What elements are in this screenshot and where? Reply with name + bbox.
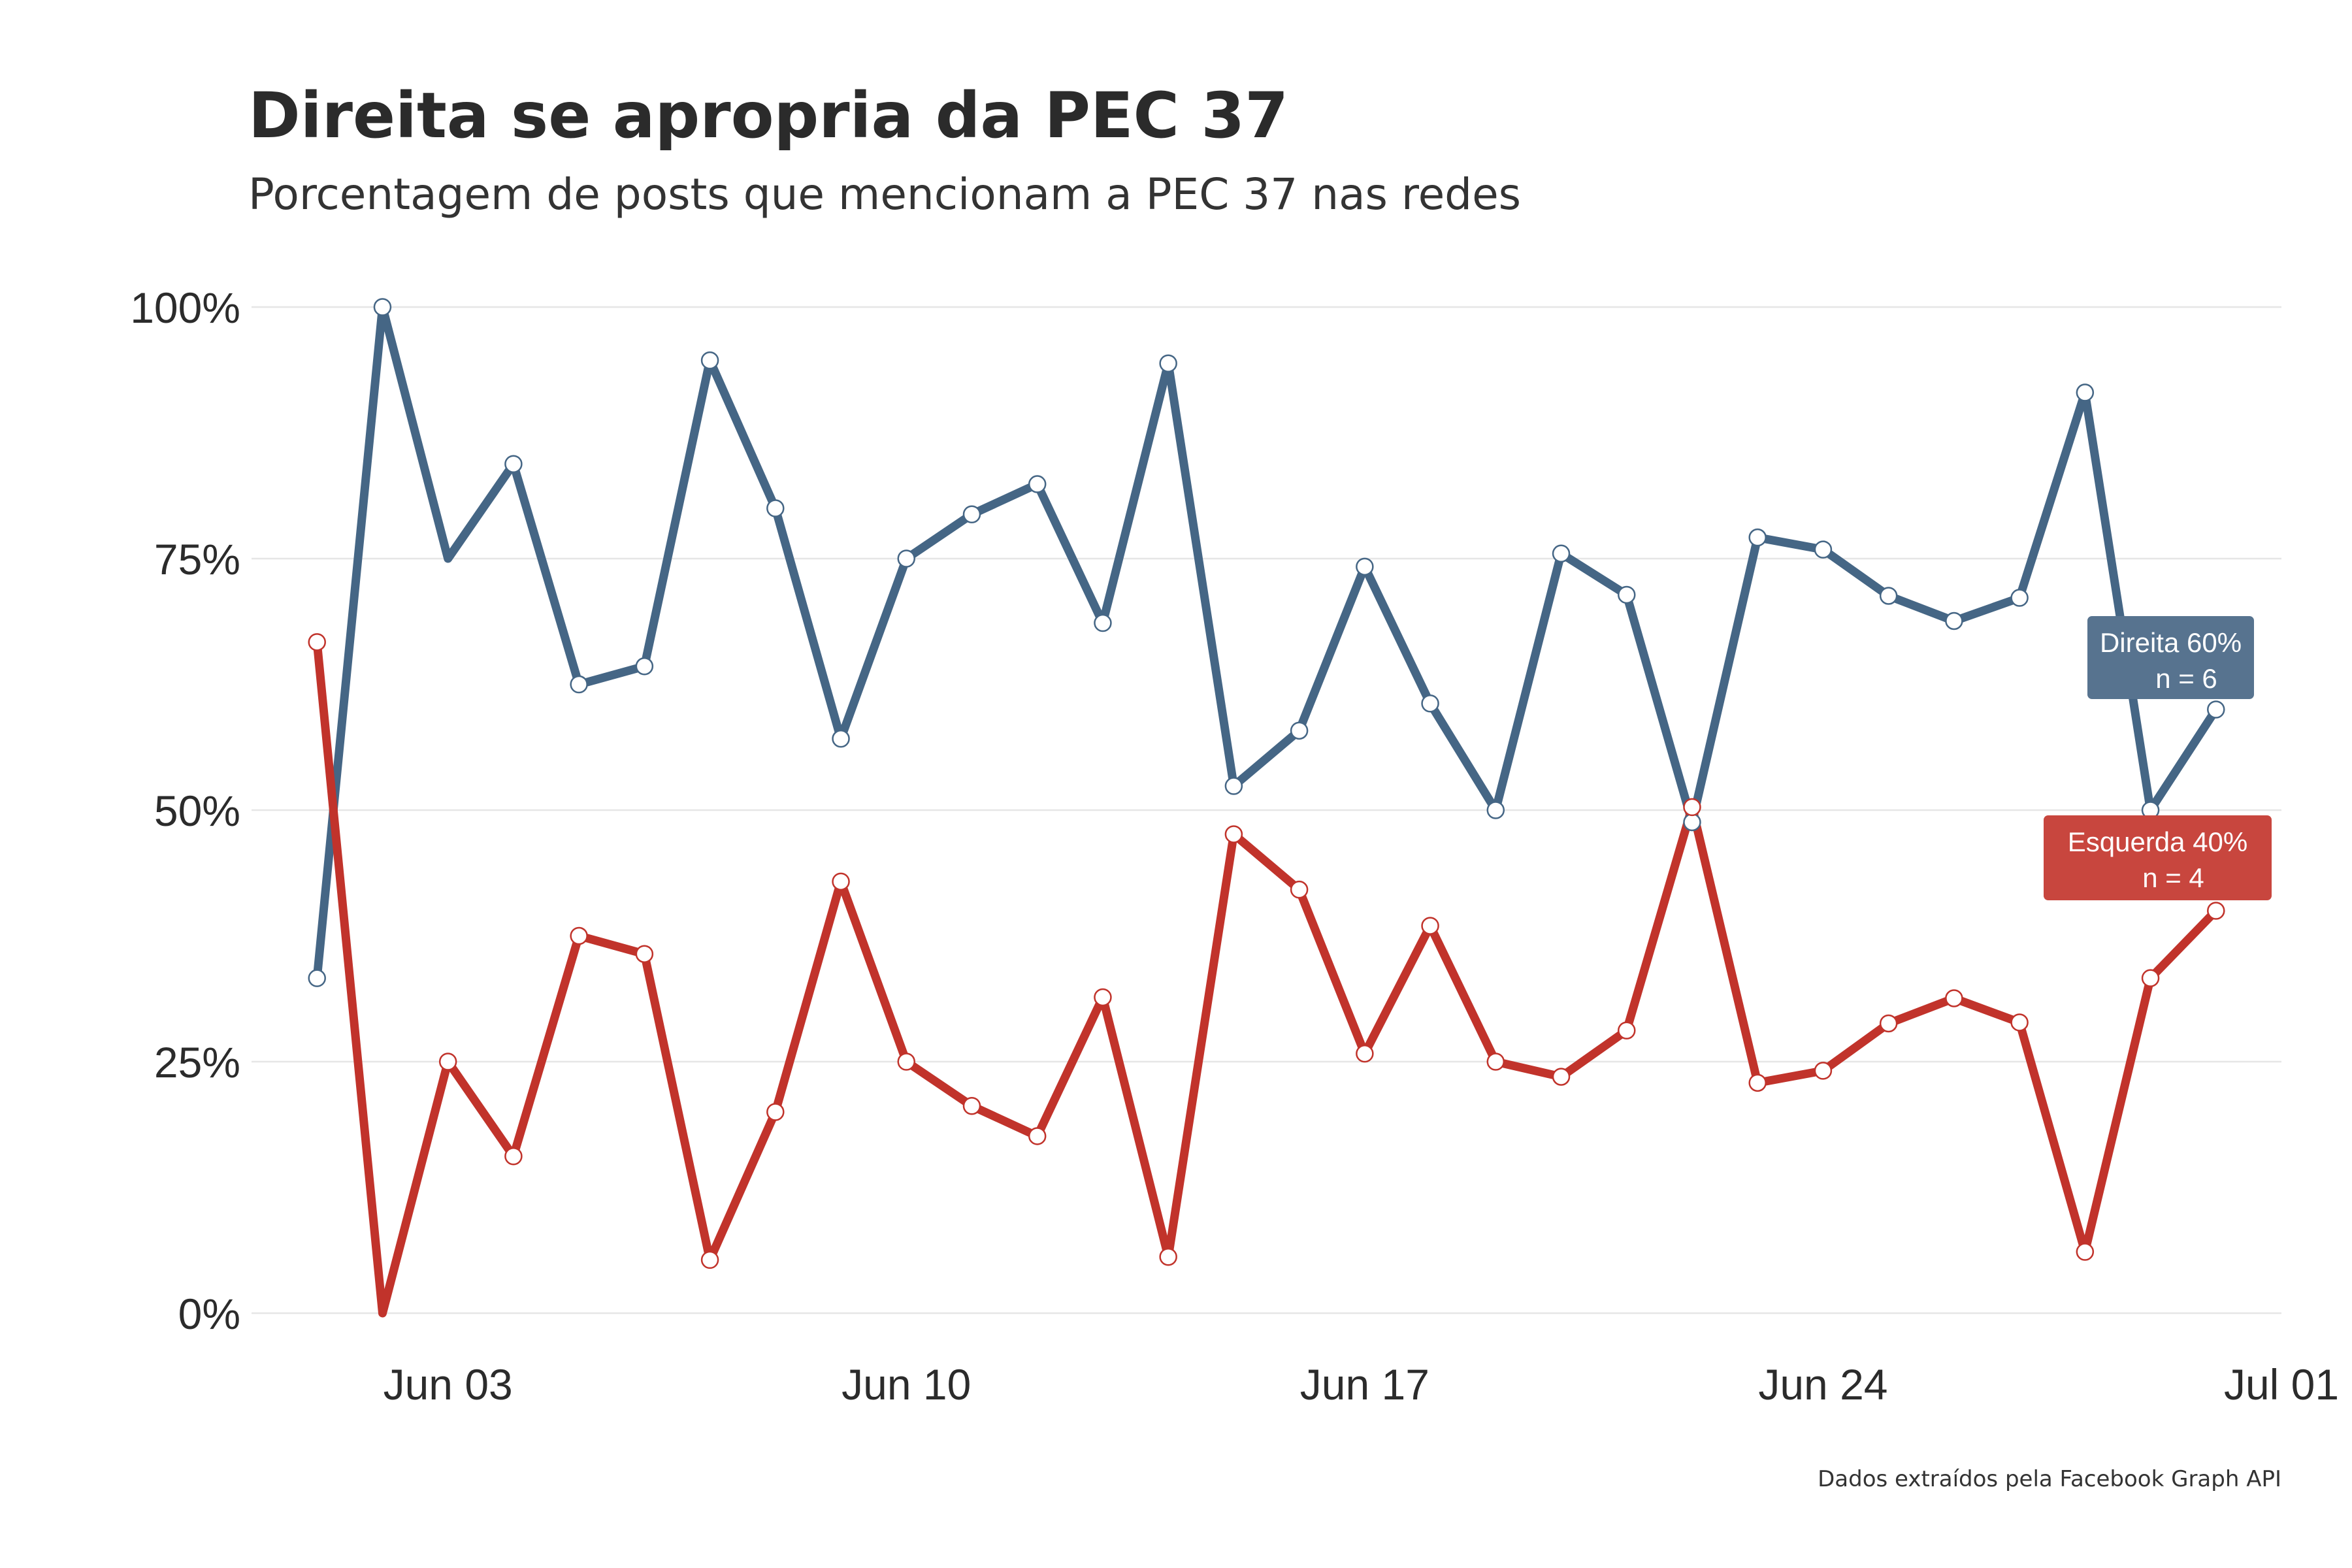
data-point-direita bbox=[504, 455, 523, 473]
end-label-box bbox=[2087, 616, 2254, 699]
data-point-direita bbox=[1814, 540, 1833, 559]
data-point-esquerda bbox=[1486, 1053, 1505, 1071]
y-axis-ticks: 0% 25% 50% 75% 100% bbox=[130, 284, 240, 1338]
data-point-esquerda bbox=[2010, 1013, 2029, 1032]
data-point-esquerda bbox=[1945, 989, 1963, 1007]
data-point-direita bbox=[832, 729, 850, 748]
chart-title: Direita se apropria da PEC 37 bbox=[248, 79, 1288, 152]
data-point-direita bbox=[700, 351, 719, 370]
data-point-esquerda bbox=[962, 1097, 981, 1115]
data-point-esquerda bbox=[1094, 988, 1112, 1007]
data-point-esquerda bbox=[1748, 1073, 1767, 1092]
data-point-direita bbox=[1945, 612, 1963, 630]
data-point-direita bbox=[373, 298, 392, 316]
data-point-esquerda bbox=[700, 1250, 719, 1269]
y-tick-label: 75% bbox=[154, 535, 240, 583]
data-point-esquerda bbox=[1159, 1248, 1177, 1266]
data-point-direita bbox=[1421, 694, 1439, 713]
data-point-direita bbox=[1879, 587, 1898, 605]
end-label-value: Esquerda 40% bbox=[2068, 826, 2248, 857]
data-point-direita bbox=[1683, 813, 1701, 832]
x-tick-label: Jun 03 bbox=[384, 1360, 513, 1409]
data-point-esquerda bbox=[1028, 1127, 1047, 1145]
data-point-esquerda bbox=[897, 1053, 916, 1071]
data-point-direita bbox=[1552, 544, 1571, 563]
end-label-value: Direita 60% bbox=[2100, 627, 2242, 658]
end-label-count: n = 6 bbox=[2155, 663, 2217, 694]
y-tick-label: 100% bbox=[130, 284, 240, 332]
data-point-direita bbox=[1094, 613, 1112, 632]
data-point-direita bbox=[1159, 354, 1177, 372]
data-point-esquerda bbox=[504, 1147, 523, 1166]
y-tick-label: 25% bbox=[154, 1038, 240, 1086]
x-axis-ticks: Jun 03 Jun 10 Jun 17 Jun 24 Jul 01 bbox=[384, 1360, 2339, 1409]
data-point-esquerda bbox=[1421, 917, 1439, 935]
x-tick-label: Jul 01 bbox=[2224, 1360, 2339, 1409]
series-line-esquerda bbox=[312, 638, 2221, 1318]
data-point-esquerda bbox=[1290, 880, 1309, 899]
chart-caption: Dados extraídos pela Facebook Graph API bbox=[1818, 1466, 2281, 1492]
data-point-esquerda bbox=[635, 945, 654, 963]
data-point-direita bbox=[570, 675, 588, 694]
end-label-box bbox=[2044, 815, 2272, 900]
data-point-esquerda bbox=[2141, 969, 2160, 987]
series-points bbox=[308, 298, 2225, 1269]
chart-subtitle: Porcentagem de posts que mencionam a PEC… bbox=[248, 169, 1521, 220]
series-line-direita bbox=[312, 302, 2221, 983]
x-tick-label: Jun 17 bbox=[1300, 1360, 1429, 1409]
data-point-direita bbox=[2076, 384, 2095, 402]
x-tick-label: Jun 10 bbox=[841, 1360, 971, 1409]
data-point-esquerda bbox=[1683, 798, 1701, 817]
data-point-direita bbox=[1028, 475, 1047, 493]
data-point-direita bbox=[635, 657, 654, 676]
data-point-direita bbox=[1486, 801, 1505, 819]
data-point-direita bbox=[1290, 721, 1309, 740]
data-point-direita bbox=[962, 505, 981, 523]
end-label-count: n = 4 bbox=[2142, 862, 2204, 893]
data-point-direita bbox=[1224, 777, 1243, 795]
data-point-esquerda bbox=[832, 872, 850, 891]
data-point-direita bbox=[2207, 700, 2225, 719]
end-label-direita: Direita 60% n = 6 bbox=[2087, 616, 2254, 699]
data-point-esquerda bbox=[1814, 1062, 1833, 1080]
gridlines bbox=[252, 306, 2281, 1315]
data-point-direita bbox=[2010, 589, 2029, 607]
end-label-esquerda: Esquerda 40% n = 4 bbox=[2044, 815, 2272, 900]
data-point-direita bbox=[1617, 585, 1636, 604]
data-point-direita bbox=[766, 499, 785, 517]
data-point-esquerda bbox=[1617, 1021, 1636, 1040]
y-tick-label: 50% bbox=[154, 787, 240, 835]
data-point-esquerda bbox=[438, 1053, 457, 1071]
data-point-direita bbox=[308, 969, 326, 987]
data-point-esquerda bbox=[1879, 1014, 1898, 1033]
data-point-direita bbox=[897, 549, 916, 568]
series-lines bbox=[312, 302, 2221, 1318]
x-tick-label: Jun 24 bbox=[1758, 1360, 1887, 1409]
data-point-esquerda bbox=[308, 633, 326, 651]
data-point-esquerda bbox=[570, 926, 588, 945]
data-point-direita bbox=[1356, 557, 1374, 576]
data-point-esquerda bbox=[1356, 1044, 1374, 1063]
data-point-esquerda bbox=[2207, 902, 2225, 920]
data-point-esquerda bbox=[1552, 1068, 1571, 1086]
data-point-direita bbox=[1748, 528, 1767, 547]
end-labels: Direita 60% n = 6 Esquerda 40% n = 4 bbox=[2044, 616, 2272, 900]
data-point-esquerda bbox=[2076, 1243, 2095, 1261]
data-point-esquerda bbox=[1224, 825, 1243, 843]
data-point-esquerda bbox=[766, 1103, 785, 1121]
y-tick-label: 0% bbox=[178, 1290, 240, 1338]
